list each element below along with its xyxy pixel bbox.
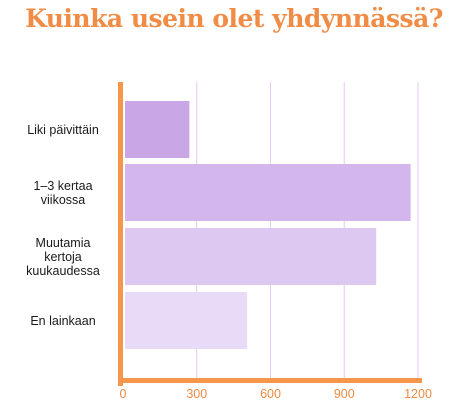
bar-0 [125, 101, 190, 158]
category-label-0: Liki päivittäin [27, 123, 99, 137]
x-tick-label-600: 600 [260, 387, 281, 401]
x-tick-label-0: 0 [120, 387, 127, 401]
x-axis-line [118, 378, 422, 383]
bar-3 [125, 292, 248, 349]
category-label-3: En lainkaan [30, 314, 95, 328]
category-label-1: 1–3 kertaa viikossa [33, 179, 92, 207]
bar-2 [125, 228, 377, 285]
chart-title: Kuinka usein olet yhdynnässä? [25, 4, 443, 33]
axes [118, 82, 422, 386]
bar-1 [125, 164, 411, 221]
y-axis-line [118, 82, 123, 386]
x-tick-labels: 0 300 600 900 1200 [120, 387, 432, 401]
x-tick-label-1200: 1200 [404, 387, 432, 401]
x-tick-label-900: 900 [334, 387, 355, 401]
category-labels: Liki päivittäin 1–3 kertaa viikossa Muutami… [26, 123, 100, 328]
x-tick-label-300: 300 [186, 387, 207, 401]
category-label-2: Muutamia kertoja kuukaudessa [26, 236, 100, 278]
bar-series [125, 101, 411, 349]
